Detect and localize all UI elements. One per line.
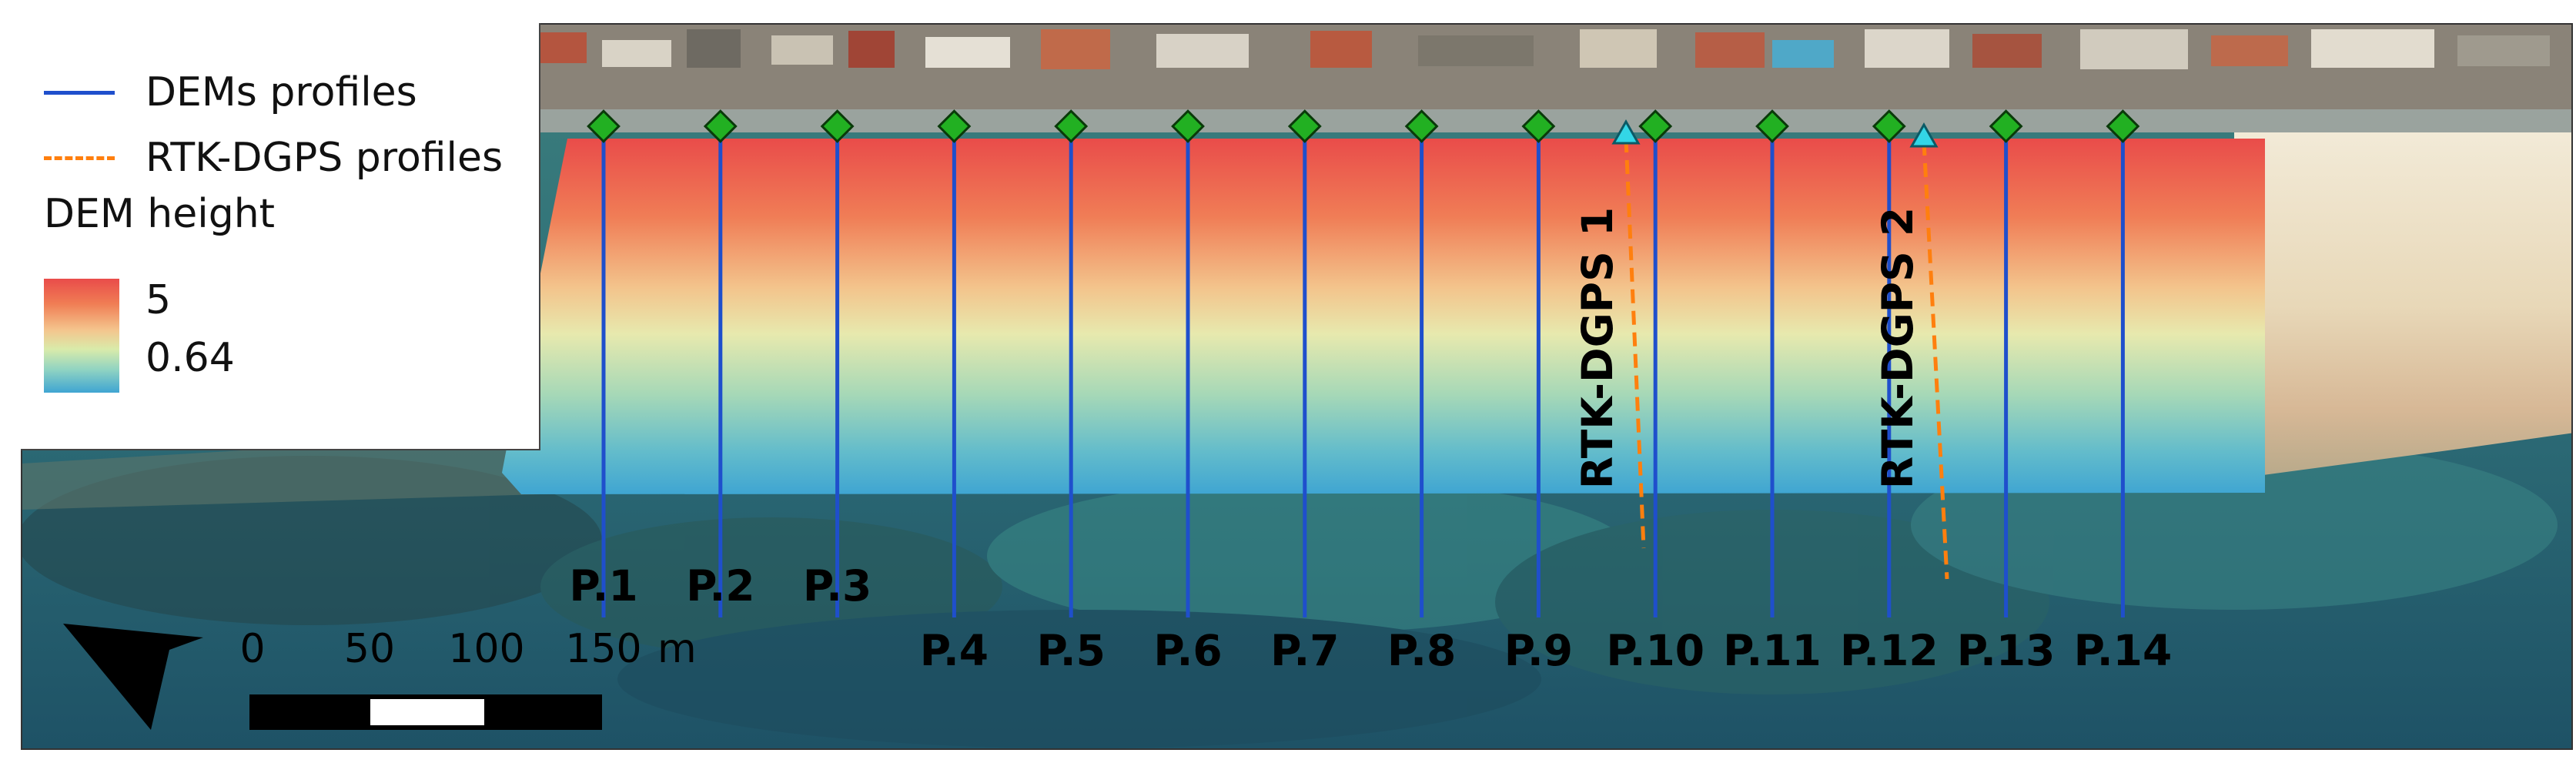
green-diamond-marker-icon [1054,109,1089,143]
rtk-profile-line [1624,138,1646,549]
reef-patches [22,440,2558,748]
dem-raster [502,139,2265,494]
green-diamond-marker-icon [937,109,972,143]
north-arrow-icon [63,624,203,730]
profile-label: P.9 [1504,626,1573,675]
legend-item-dem-profiles: DEMs profiles [21,69,417,115]
map-legend: DEMs profiles RTK-DGPS profiles DEM heig… [21,23,540,450]
legend-dem-profiles-label: DEMs profiles [146,69,417,115]
legend-item-rtk-profiles: RTK-DGPS profiles [21,135,503,181]
cyan-triangle-marker-icon [1611,119,1641,145]
profile-label: P.7 [1270,626,1339,675]
legend-rtk-profiles-label: RTK-DGPS profiles [146,135,503,181]
scale-unit-label: m [657,626,697,672]
dem-profile-line-swatch [44,90,115,95]
scale-tick-label: 0 [239,626,265,672]
cyan-triangle-marker-icon [1909,122,1939,148]
green-diamond-marker-icon [1638,109,1673,143]
profile-label: P.13 [1957,626,2056,675]
profile-label: P.10 [1606,626,1705,675]
rtk-profile-line-swatch [44,156,115,160]
green-diamond-marker-icon [1872,109,1906,143]
rooftops [540,29,2550,69]
green-diamond-marker-icon [587,109,621,143]
profile-label: P.12 [1840,626,1939,675]
green-diamond-marker-icon [1404,109,1439,143]
profile-label: P.5 [1037,626,1106,675]
rtk-profile-label: RTK-DGPS 1 [1573,207,1622,489]
green-diamond-marker-icon [1755,109,1789,143]
profile-label: P.14 [2074,626,2173,675]
profile-label: P.8 [1387,626,1456,675]
beach-sand [2234,132,2571,479]
green-diamond-marker-icon [703,109,738,143]
green-diamond-marker-icon [820,109,855,143]
legend-dem-height-title: DEM height [44,191,276,237]
scale-bar [249,694,602,730]
profile-label: P.3 [803,561,871,611]
rtk-profile-label: RTK-DGPS 2 [1873,207,1922,489]
profile-label: P.4 [920,626,989,675]
green-diamond-marker-icon [1171,109,1205,143]
scale-tick-label: 150 [565,626,641,672]
profile-label: P.6 [1153,626,1222,675]
scale-tick-label: 100 [448,626,524,672]
legend-dem-height-max: 5 [146,277,172,323]
green-diamond-marker-icon [1989,109,2023,143]
profile-label: P.2 [686,561,754,611]
green-diamond-marker-icon [1287,109,1322,143]
legend-dem-height-min: 0.64 [146,335,235,381]
green-diamond-marker-icon [2106,109,2140,143]
profile-label: P.1 [569,561,637,611]
green-diamond-marker-icon [1521,109,1556,143]
profile-label: P.11 [1723,626,1822,675]
scale-tick-label: 50 [344,626,395,672]
dem-height-color-ramp [44,279,119,393]
rtk-profile-line [1922,141,1949,580]
